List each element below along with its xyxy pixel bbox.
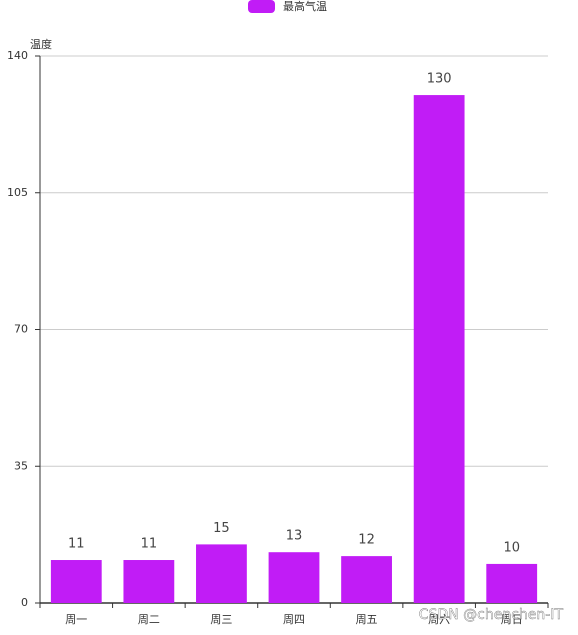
bar [50,560,102,603]
y-tick-label: 35 [14,459,28,472]
x-tick-label: 周五 [356,613,378,626]
x-tick-label: 周六 [428,613,450,626]
y-tick-label: 105 [7,186,28,199]
data-label: 11 [141,537,158,552]
y-axis-label: 温度 [30,37,52,51]
data-label: 15 [213,521,230,536]
y-tick-label: 70 [14,323,28,336]
x-tick-label: 周二 [138,613,160,626]
x-tick-label: 周四 [283,613,305,626]
data-label: 11 [68,537,85,552]
x-tick-label: 周日 [501,613,523,626]
x-tick-label: 周一 [65,613,87,626]
bar [123,560,175,603]
data-label: 13 [286,529,303,544]
legend-swatch [248,0,275,13]
bar [268,552,320,603]
y-tick-label: 140 [7,49,28,62]
bar [341,556,392,603]
y-tick-label: 0 [21,596,28,609]
bar [196,544,247,603]
data-label: 12 [358,533,375,548]
bar [486,563,538,603]
x-tick-label: 周三 [210,613,232,626]
legend-label: 最高气温 [283,0,327,13]
watermark: CSDN @chenchen-IT [419,607,564,623]
bar [413,95,465,604]
data-label: 130 [427,72,452,87]
data-label: 10 [503,540,520,555]
